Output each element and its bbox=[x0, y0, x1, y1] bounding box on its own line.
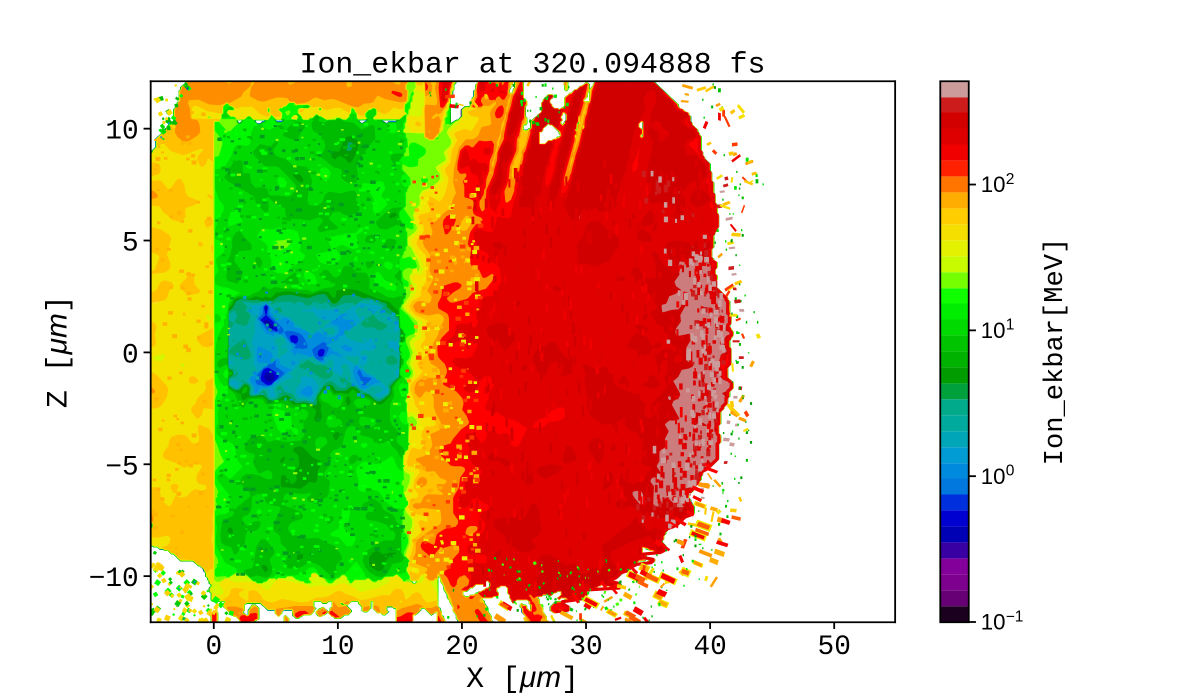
svg-text:−5: −5 bbox=[105, 452, 138, 483]
svg-text:10: 10 bbox=[321, 632, 354, 663]
svg-text:X[]μm: X[]μm bbox=[466, 661, 579, 696]
svg-text:100: 100 bbox=[981, 463, 1015, 489]
svg-text:10−1: 10−1 bbox=[981, 608, 1024, 634]
svg-text:102: 102 bbox=[981, 171, 1015, 197]
svg-text:20: 20 bbox=[445, 632, 478, 663]
svg-text:Ion_ekbar[MeV]: Ion_ekbar[MeV] bbox=[1040, 238, 1071, 466]
svg-text:40: 40 bbox=[693, 632, 726, 663]
svg-text:0: 0 bbox=[205, 632, 222, 663]
svg-text:5: 5 bbox=[122, 229, 139, 260]
svg-text:Ion_ekbar at 320.094888 fs: Ion_ekbar at 320.094888 fs bbox=[300, 48, 766, 82]
svg-text:10: 10 bbox=[105, 117, 138, 148]
svg-text:101: 101 bbox=[981, 317, 1015, 343]
svg-text:Z[]μm: Z[]μm bbox=[40, 295, 75, 408]
svg-text:−10: −10 bbox=[89, 564, 139, 595]
svg-text:0: 0 bbox=[122, 340, 139, 371]
svg-text:30: 30 bbox=[569, 632, 602, 663]
svg-text:50: 50 bbox=[818, 632, 851, 663]
